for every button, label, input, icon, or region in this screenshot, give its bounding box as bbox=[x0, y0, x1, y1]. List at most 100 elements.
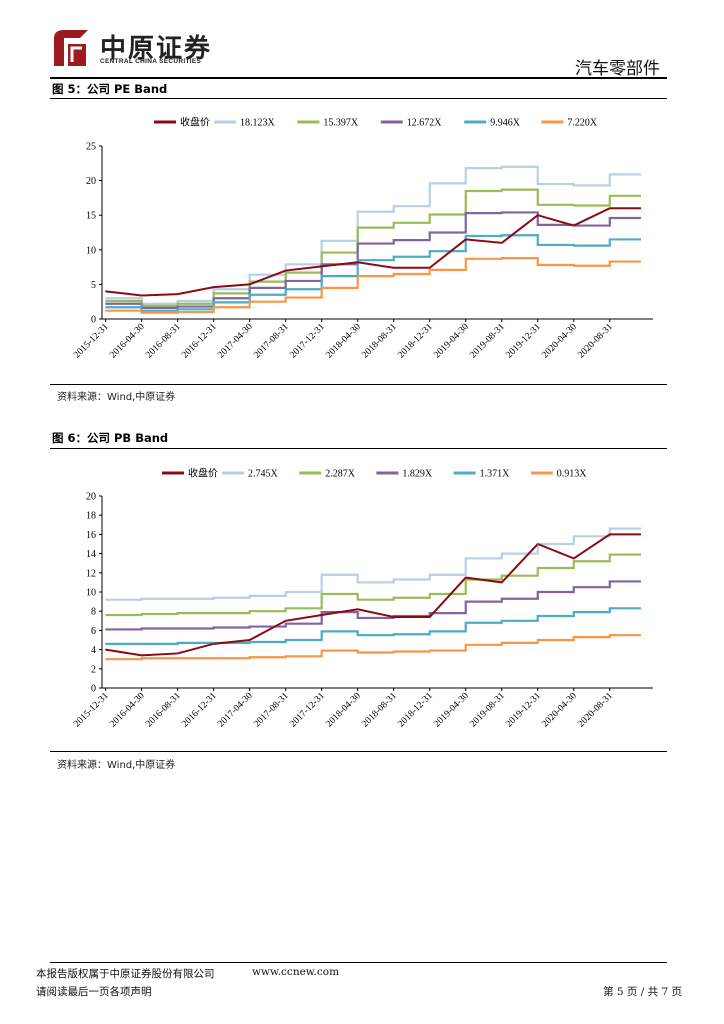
data-point bbox=[320, 593, 323, 595]
data-point bbox=[284, 263, 287, 266]
data-point bbox=[248, 610, 251, 612]
x-tick-label: 2017-04-30 bbox=[216, 322, 255, 361]
data-point bbox=[572, 636, 575, 638]
data-point bbox=[320, 263, 323, 266]
data-point bbox=[536, 639, 539, 641]
data-point bbox=[536, 543, 539, 545]
data-point bbox=[104, 297, 107, 300]
data-point bbox=[104, 309, 107, 312]
data-point bbox=[428, 612, 431, 614]
data-point bbox=[608, 580, 611, 583]
data-point bbox=[536, 264, 539, 266]
data-point bbox=[284, 622, 287, 625]
series-line-2.287X bbox=[105, 553, 641, 617]
data-point bbox=[140, 627, 143, 630]
data-point bbox=[248, 283, 251, 286]
data-point bbox=[608, 173, 611, 176]
x-tick-label: 2020-04-30 bbox=[540, 322, 579, 361]
data-point bbox=[104, 628, 107, 631]
data-point bbox=[320, 265, 323, 268]
series-line-7.220X bbox=[105, 257, 641, 314]
data-point bbox=[572, 224, 575, 227]
data-point bbox=[248, 625, 251, 628]
x-tick-label: 2017-12-31 bbox=[288, 322, 327, 361]
data-point bbox=[140, 643, 143, 645]
data-point bbox=[500, 597, 503, 600]
data-point bbox=[104, 643, 107, 645]
x-tick-label: 2016-08-31 bbox=[144, 691, 183, 730]
y-tick-label: 18 bbox=[86, 511, 96, 522]
data-point bbox=[140, 654, 143, 657]
footer-disclaimer: 请阅读最后一页各项声明 bbox=[36, 986, 152, 998]
x-tick-label: 2016-12-31 bbox=[180, 322, 219, 361]
series-line-18.123X bbox=[105, 165, 641, 305]
data-point bbox=[140, 294, 143, 297]
company-name-en: CENTRAL CHINA SECURITIES bbox=[100, 58, 202, 65]
pe-band-chart: 0 5 10 15 20 25 2015-12-312016-04-302016-08-31… bbox=[72, 116, 653, 361]
data-point bbox=[284, 288, 287, 291]
data-point bbox=[572, 264, 575, 267]
x-tick-label: 2019-08-31 bbox=[468, 322, 507, 361]
x-tick-label: 2015-12-31 bbox=[72, 322, 111, 361]
data-point bbox=[428, 182, 431, 185]
x-tick-label: 2019-04-30 bbox=[432, 691, 471, 730]
x-tick-label: 2018-08-31 bbox=[360, 322, 399, 361]
data-point bbox=[176, 612, 179, 614]
data-point bbox=[356, 651, 359, 654]
data-point bbox=[248, 300, 251, 303]
data-point bbox=[284, 639, 287, 641]
data-point bbox=[536, 567, 539, 569]
y-tick-label: 5 bbox=[91, 280, 96, 291]
data-point bbox=[248, 287, 251, 289]
data-point bbox=[572, 611, 575, 613]
data-point bbox=[572, 560, 575, 563]
data-point bbox=[248, 639, 251, 641]
data-point bbox=[500, 552, 503, 555]
data-point bbox=[572, 557, 575, 560]
footer-rule bbox=[50, 962, 667, 963]
data-point bbox=[176, 300, 179, 302]
y-tick-label: 14 bbox=[86, 549, 96, 560]
footer-website[interactable]: www.ccnew.com bbox=[252, 966, 340, 978]
data-point bbox=[248, 641, 251, 643]
data-point bbox=[608, 607, 611, 610]
data-point bbox=[248, 293, 251, 296]
data-point bbox=[176, 305, 179, 308]
data-point bbox=[608, 634, 611, 636]
data-point bbox=[392, 273, 395, 275]
header-rule bbox=[50, 77, 667, 79]
x-tick-label: 2019-04-30 bbox=[432, 322, 471, 361]
data-point bbox=[392, 266, 395, 269]
data-point bbox=[356, 634, 359, 636]
legend-label: 收盘价 bbox=[180, 116, 210, 129]
series-line-2.745X bbox=[105, 527, 641, 601]
data-point bbox=[320, 240, 323, 242]
data-point bbox=[608, 238, 611, 241]
data-point bbox=[464, 257, 467, 260]
series-line-close-price bbox=[105, 533, 641, 657]
legend-label: 15.397X bbox=[323, 118, 359, 129]
data-point bbox=[464, 190, 467, 192]
data-point bbox=[500, 211, 503, 214]
data-point bbox=[392, 255, 395, 258]
data-point bbox=[608, 553, 611, 556]
x-tick-label: 2016-08-31 bbox=[144, 322, 183, 361]
data-point bbox=[140, 302, 143, 305]
data-point bbox=[320, 614, 323, 616]
data-point bbox=[212, 642, 215, 644]
data-point bbox=[140, 657, 143, 660]
data-point bbox=[572, 204, 575, 207]
data-point bbox=[248, 595, 251, 597]
data-point bbox=[608, 527, 611, 530]
data-point bbox=[356, 275, 359, 277]
data-point bbox=[392, 650, 395, 653]
data-point bbox=[212, 292, 215, 295]
data-point bbox=[392, 205, 395, 208]
data-point bbox=[464, 238, 467, 241]
data-point bbox=[464, 235, 467, 237]
data-point bbox=[212, 301, 215, 304]
sector-label: 汽车零部件 bbox=[575, 59, 660, 79]
data-point bbox=[608, 260, 611, 263]
data-point bbox=[104, 300, 107, 302]
company-name-cn: 中原证券 bbox=[100, 34, 213, 64]
